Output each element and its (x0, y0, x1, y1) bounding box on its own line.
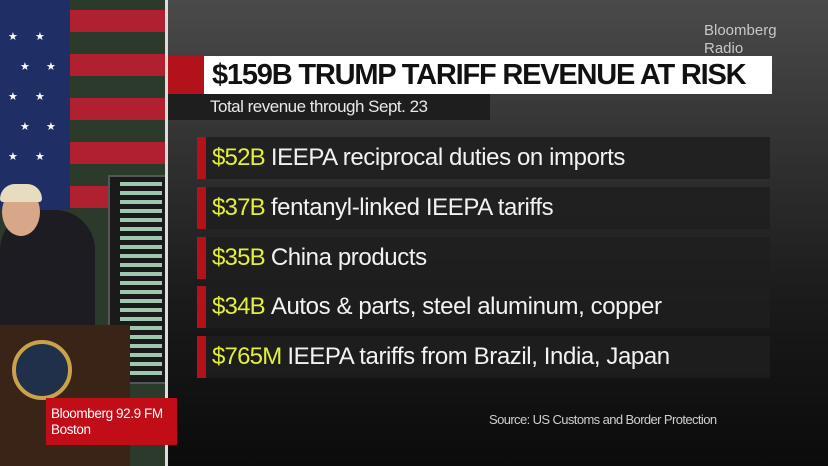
presidential-seal (12, 340, 72, 400)
video-feed-photo: ★ ★ ★ ★ ★ ★ ★ ★ ★ ★ (0, 0, 166, 466)
row-description: fentanyl-linked IEEPA tariffs (270, 194, 554, 221)
list-item: $52B IEEPA reciprocal duties on imports (197, 137, 770, 179)
watermark-line2: Radio (704, 40, 744, 57)
row-amount: $37B (212, 194, 266, 221)
graphic-title: $159B TRUMP TARIFF REVENUE AT RISK (204, 56, 772, 94)
station-city: Boston (51, 422, 91, 437)
star-icon: ★ (35, 91, 45, 103)
flag-stripe (70, 98, 166, 120)
star-icon: ★ (20, 121, 30, 133)
flag-stripe (70, 10, 166, 32)
station-name: Bloomberg 92.9 FM (51, 406, 163, 421)
row-accent (197, 286, 206, 328)
row-amount: $765M (212, 343, 282, 370)
divider (165, 0, 168, 466)
star-icon: ★ (35, 151, 45, 163)
row-accent (197, 187, 206, 229)
row-accent (197, 137, 206, 179)
row-accent (197, 336, 206, 378)
list-item: $765M IEEPA tariffs from Brazil, India, … (197, 336, 770, 378)
row-description: Autos & parts, steel aluminum, copper (270, 293, 662, 320)
list-item: $37B fentanyl-linked IEEPA tariffs (197, 187, 770, 229)
star-icon: ★ (46, 61, 56, 73)
watermark-line1: Bloomberg (704, 22, 777, 39)
bloomberg-radio-watermark: Bloomberg Radio (704, 22, 777, 58)
title-accent (168, 56, 204, 94)
flag-canton (0, 0, 70, 210)
row-description: China products (270, 244, 427, 271)
flag-stripe (70, 142, 166, 164)
row-description: IEEPA tariffs from Brazil, India, Japan (287, 343, 670, 370)
star-icon: ★ (20, 61, 30, 73)
star-icon: ★ (46, 121, 56, 133)
star-icon: ★ (35, 31, 45, 43)
graphic-subtitle: Total revenue through Sept. 23 (168, 94, 490, 120)
row-amount: $34B (212, 293, 266, 320)
star-icon: ★ (8, 151, 18, 163)
station-tag: Bloomberg 92.9 FM Boston (46, 398, 177, 445)
list-item: $34B Autos & parts, steel aluminum, copp… (197, 286, 770, 328)
list-item: $35B China products (197, 237, 770, 279)
flag-stripe (70, 54, 166, 76)
flag-stripe (70, 186, 110, 208)
row-amount: $52B (212, 144, 266, 171)
row-accent (197, 237, 206, 279)
source-note: Source: US Customs and Border Protection (489, 412, 717, 427)
speaker-hair (0, 184, 42, 202)
row-amount: $35B (212, 244, 266, 271)
star-icon: ★ (8, 31, 18, 43)
chart-board (108, 175, 166, 384)
row-description: IEEPA reciprocal duties on imports (270, 144, 626, 171)
star-icon: ★ (8, 91, 18, 103)
